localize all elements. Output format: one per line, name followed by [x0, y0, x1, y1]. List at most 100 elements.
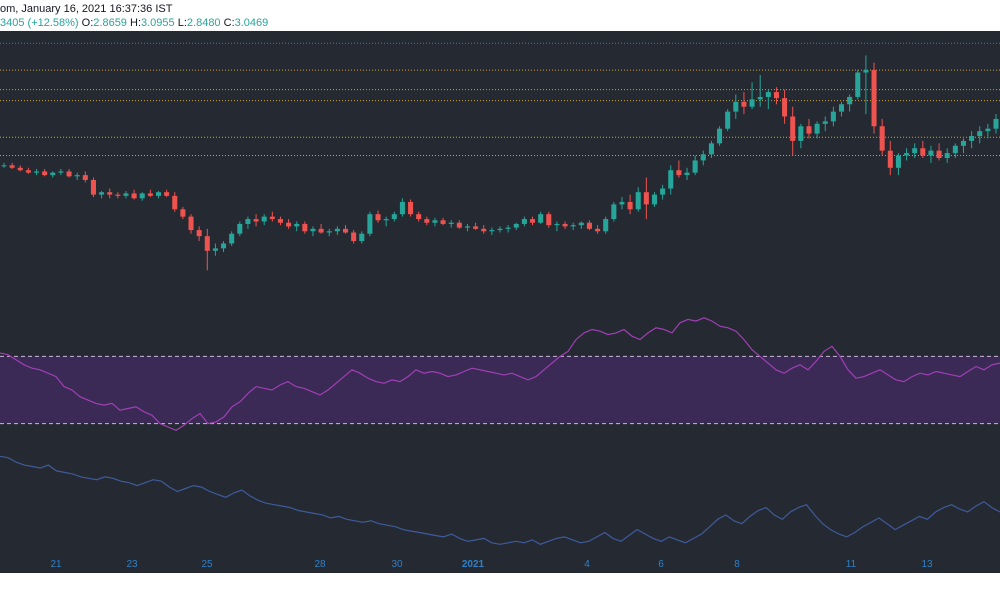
symbol-title: om, January 16, 2021 16:37:36 IST — [0, 3, 173, 15]
candle-body-75 — [611, 204, 617, 220]
candle-body-72 — [586, 222, 592, 229]
candle-body-48 — [391, 214, 397, 220]
candle-body-16 — [131, 193, 137, 199]
candle-body-14 — [115, 194, 121, 196]
candle-body-99 — [806, 126, 812, 134]
candle-body-116 — [944, 153, 950, 159]
candle-body-109 — [887, 150, 893, 168]
candle-body-26 — [212, 248, 218, 251]
candle-body-87 — [708, 143, 714, 155]
open-value: 2.8659 — [93, 17, 127, 29]
volume-line — [0, 455, 1000, 545]
candle-body-15 — [123, 193, 129, 196]
candle-body-6 — [50, 172, 56, 176]
candle-body-63 — [513, 223, 519, 228]
candle-body-113 — [920, 148, 926, 156]
candle-body-41 — [334, 228, 340, 232]
candle-body-12 — [99, 192, 105, 195]
x-tick-label: 11 — [846, 559, 857, 570]
candle-body-24 — [196, 230, 202, 237]
high-label: H: — [130, 17, 141, 29]
candle-body-62 — [505, 227, 511, 229]
candle-body-89 — [725, 111, 731, 129]
candle-body-22 — [180, 209, 186, 217]
candle-body-18 — [147, 193, 153, 196]
candle-body-45 — [367, 214, 373, 234]
candle-body-77 — [627, 201, 633, 210]
candle-body-40 — [326, 231, 332, 233]
candle-body-59 — [481, 228, 487, 232]
candle-body-31 — [253, 219, 259, 222]
chart-header: om, January 16, 2021 16:37:36 IST 3405 (… — [0, 0, 1000, 31]
candle-body-82 — [668, 170, 674, 189]
candle-body-90 — [733, 101, 739, 112]
chart-svg[interactable]: 21 23 25 28 30 2021 4 6 8 11 13 — [0, 31, 1000, 573]
candle-body-13 — [107, 192, 113, 195]
candle-body-39 — [318, 228, 324, 233]
candle-body-5 — [42, 171, 48, 176]
candle-body-70 — [570, 225, 576, 227]
ohlc-legend: 3405 (+12.58%) O:2.8659 H:3.0955 L:2.848… — [0, 17, 268, 29]
candle-body-32 — [261, 216, 267, 222]
candle-body-91 — [741, 101, 747, 107]
x-tick-label: 2021 — [462, 559, 485, 570]
candle-body-108 — [879, 126, 885, 151]
x-tick-label: 13 — [921, 559, 933, 570]
candle-body-106 — [863, 70, 869, 73]
candle-body-85 — [692, 160, 698, 173]
candle-body-88 — [717, 128, 723, 144]
candle-body-56 — [456, 222, 462, 228]
candle-body-103 — [838, 104, 845, 112]
candle-body-111 — [904, 153, 910, 156]
candle-body-115 — [936, 150, 942, 159]
candle-body-58 — [473, 226, 479, 229]
candle-body-57 — [464, 226, 470, 228]
candle-body-35 — [286, 222, 292, 227]
close-label: C: — [223, 17, 235, 29]
candle-body-98 — [798, 126, 804, 141]
candle-body-47 — [383, 219, 389, 221]
candle-body-33 — [269, 216, 275, 220]
candle-body-92 — [749, 99, 755, 107]
candle-body-101 — [822, 121, 828, 124]
candle-body-119 — [969, 136, 975, 141]
candle-body-96 — [782, 98, 788, 117]
candle-body-3 — [25, 170, 31, 173]
candle-body-104 — [847, 96, 853, 105]
candle-body-21 — [172, 195, 178, 210]
candle-body-10 — [82, 175, 88, 180]
candle-body-29 — [237, 223, 243, 234]
candle-body-71 — [578, 222, 584, 226]
candle-body-76 — [619, 201, 625, 205]
x-tick-label: 28 — [314, 559, 326, 570]
candle-body-100 — [814, 123, 820, 134]
candle-body-54 — [440, 220, 446, 224]
chart-area[interactable]: 21 23 25 28 30 2021 4 6 8 11 13 — [0, 31, 1000, 573]
candle-body-78 — [635, 192, 641, 210]
candle-body-7 — [58, 171, 64, 173]
candle-body-110 — [895, 155, 901, 168]
candle-body-4 — [34, 171, 40, 173]
candle-body-34 — [277, 219, 283, 223]
candle-body-30 — [245, 219, 251, 224]
x-tick-label: 25 — [201, 559, 213, 570]
candle-body-68 — [554, 223, 560, 226]
chart-footer — [0, 573, 1000, 600]
candle-body-102 — [830, 111, 836, 122]
high-value: 3.0955 — [141, 17, 175, 29]
candle-body-27 — [221, 243, 227, 249]
candle-body-60 — [489, 230, 495, 232]
candle-body-69 — [562, 223, 568, 227]
candle-body-2 — [17, 167, 23, 171]
candle-body-17 — [139, 193, 145, 199]
candle-body-9 — [74, 175, 80, 177]
candle-body-84 — [684, 172, 690, 176]
candle-body-20 — [164, 192, 170, 196]
x-tick-label: 4 — [584, 559, 590, 570]
price-change: 3405 (+12.58%) — [0, 17, 79, 29]
low-value: 2.8480 — [186, 17, 221, 29]
candle-body-0 — [1, 165, 7, 167]
x-tick-label: 8 — [734, 559, 740, 570]
candle-body-66 — [538, 214, 544, 223]
candle-body-81 — [660, 188, 666, 195]
